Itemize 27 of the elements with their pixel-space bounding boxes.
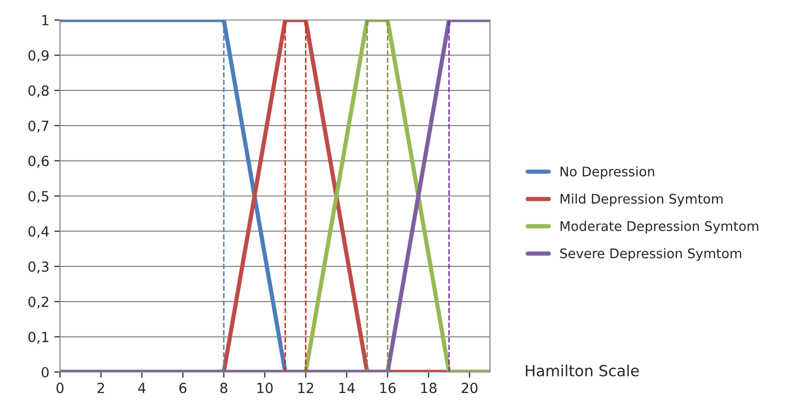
y-tick-label: 0,6: [28, 156, 49, 168]
y-tick-label: 0,5: [28, 190, 48, 203]
legend-label: Mild Depression Symtom: [560, 194, 723, 206]
y-tick-label: 0: [42, 366, 49, 378]
x-tick-label: 12: [298, 382, 314, 393]
x-tick-label: 8: [220, 382, 228, 394]
y-tick-label: 0,7: [28, 120, 48, 132]
x-tick-label: 14: [339, 382, 355, 393]
x-tick-label: 0: [56, 382, 64, 394]
x-tick-label: 16: [380, 382, 396, 394]
x-tick-label: 18: [421, 382, 436, 394]
legend-label: Moderate Depression Symtom: [560, 220, 758, 234]
y-tick-label: 0,8: [28, 85, 49, 98]
x-tick-label: 6: [179, 382, 186, 394]
y-tick-label: 0,3: [28, 261, 48, 274]
y-tick-label: 0,1: [28, 332, 48, 344]
legend-label: No Depression: [560, 166, 654, 180]
x-tick-label: 20: [462, 382, 478, 394]
y-tick-label: 0,4: [28, 226, 49, 238]
y-tick-label: 0,9: [28, 50, 49, 62]
y-tick-label: 1: [42, 15, 48, 26]
x-axis-title: Hamilton Scale: [526, 364, 639, 376]
x-tick-label: 2: [98, 382, 104, 393]
x-tick-label: 10: [257, 382, 273, 394]
legend-label: Severe Depression Symtom: [560, 248, 742, 261]
x-tick-label: 4: [138, 382, 146, 393]
y-tick-label: 0,2: [28, 296, 48, 308]
